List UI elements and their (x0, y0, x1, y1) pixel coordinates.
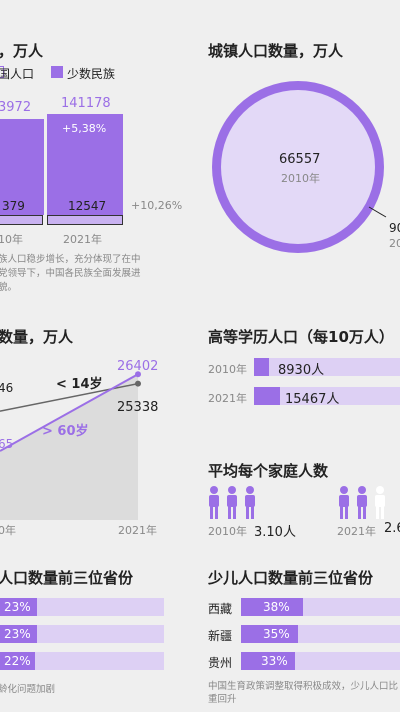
children-bar-3: 33% (241, 652, 295, 670)
over60-point-2021 (135, 371, 141, 378)
elderly-track-1 (0, 598, 164, 616)
under14-point-2021 (135, 380, 141, 387)
edu-value-2010: 8930人 (278, 363, 325, 378)
note-line: 重回升 (208, 694, 237, 705)
household-year-2021: 2021年 (337, 525, 376, 538)
urban-2010-year: 2010年 (281, 172, 320, 185)
education-title: 高等学历人口（每10万人） (208, 328, 394, 346)
over60-area (0, 374, 138, 520)
elderly-track-2 (0, 625, 164, 643)
edu-bar-2010 (254, 358, 269, 376)
bar-2010-total-value: 3972 (0, 100, 32, 115)
bar-2010-total (0, 119, 44, 215)
edu-value-2021: 15467人 (285, 392, 340, 407)
edu-year-2021: 2021年 (208, 392, 247, 405)
over60-end-value: 26402 (117, 359, 159, 374)
legend-total-label: 国人口 (0, 67, 35, 81)
edu-year-2010: 2010年 (208, 363, 247, 376)
age-x-label-left: 0年 (0, 524, 16, 537)
over60-line (0, 373, 139, 452)
urban-circle-chart (212, 81, 387, 253)
legend-minority-label: 少数民族 (67, 67, 116, 81)
note-line: 党领导下，中国各民族全面发展进 (0, 268, 141, 279)
bar-2021-minority-value: 12547 (68, 199, 107, 213)
legend-minority-swatch (51, 66, 63, 78)
age-title: 数量，万人 (0, 328, 74, 346)
children-provinces-title: 少儿人口数量前三位省份 (208, 569, 374, 587)
bar-2021-year: 2021年 (63, 233, 102, 246)
age-x-label-right: 2021年 (118, 524, 157, 537)
bar-2021-total (47, 114, 123, 215)
urban-2021-value: 90 (389, 221, 400, 235)
children-note: 中国生育政策调整取得积极成效，少儿人口比 重回升 (208, 680, 398, 706)
minority-growth: +10,26% (131, 199, 183, 212)
elderly-bar-1: 23% (0, 598, 37, 616)
edu-bar-2021 (254, 387, 280, 405)
bar-2010-year: 10年 (0, 233, 23, 246)
family-2010-icon (209, 486, 255, 519)
urban-2021-year: 20 (389, 237, 400, 250)
over60-left-value: 65 (0, 437, 14, 451)
population-title: ，万人 (0, 42, 44, 60)
household-value-2021: 2.6 (384, 521, 400, 536)
note-line: 族人口稳步增长，充分体现了在中 (0, 254, 141, 265)
children-province-2: 新疆 (208, 629, 233, 643)
age-line-chart (0, 371, 141, 520)
elderly-bar-3: 22% (0, 652, 36, 670)
household-value-2010: 3.10人 (254, 525, 296, 540)
household-year-2010: 2010年 (208, 525, 247, 538)
children-bar-2: 35% (241, 625, 299, 643)
under14-left-value: 46 (0, 381, 14, 395)
bar-2021-minority (47, 215, 123, 225)
family-2021-icon (339, 486, 385, 519)
under14-end-value: 25338 (117, 400, 159, 415)
urban-title: 城镇人口数量，万人 (208, 42, 344, 60)
legend-total-swatch (0, 66, 4, 78)
urban-pointer-line (368, 206, 387, 218)
elderly-bar-2: 23% (0, 625, 37, 643)
note-line: 貌。 (0, 282, 18, 293)
bar-2021-growth: +5,38% (62, 122, 107, 135)
under14-line (0, 382, 139, 412)
elderly-provinces-title: 人口数量前三位省份 (0, 569, 134, 587)
urban-2010-circle (221, 90, 375, 244)
children-province-1: 西藏 (208, 602, 233, 616)
bar-2010-minority-value: 379 (2, 199, 25, 213)
edu-track-2021 (254, 387, 400, 405)
children-province-3: 贵州 (208, 656, 233, 670)
population-note: 族人口稳步增长，充分体现了在中 党领导下，中国各民族全面发展进 貌。 (0, 253, 141, 295)
children-bar-1: 38% (241, 598, 303, 616)
urban-2010-value: 66557 (279, 152, 321, 167)
edu-track-2010 (254, 358, 400, 376)
bar-2010-minority (0, 215, 43, 225)
under14-label: < 14岁 (56, 377, 103, 392)
note-line: 中国生育政策调整取得积极成效，少儿人口比 (208, 681, 399, 692)
elderly-track-3 (0, 652, 164, 670)
bar-2021-total-value: 141178 (61, 96, 111, 111)
household-title: 平均每个家庭人数 (208, 462, 329, 480)
elderly-note: 龄化问题加剧 (0, 684, 56, 695)
over60-label: > 60岁 (42, 424, 89, 439)
